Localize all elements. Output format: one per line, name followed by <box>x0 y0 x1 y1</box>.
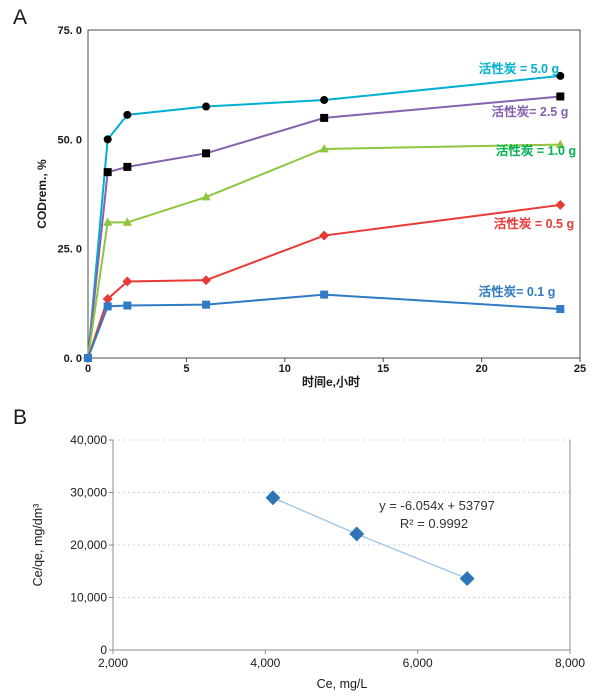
data-point-marker <box>319 230 330 241</box>
series-label: 活性炭= 0.1 g <box>479 284 556 299</box>
plot-border <box>87 29 581 359</box>
data-point-marker <box>84 354 92 362</box>
y-tick-label: 75. 0 <box>58 25 82 37</box>
series-line <box>87 203 561 359</box>
series-label: 活性炭= 2.5 g <box>492 104 569 119</box>
panel-b-label: B <box>13 406 28 429</box>
x-tick-label: 25 <box>574 363 586 375</box>
series-1 <box>84 92 565 362</box>
panel-a-label: A <box>13 6 28 29</box>
series-label: 活性炭 = 0.5 g <box>494 216 574 231</box>
data-point-marker <box>122 276 133 287</box>
data-point-marker <box>556 305 565 314</box>
x-tick-label: 10 <box>279 363 291 375</box>
series-line <box>87 143 561 359</box>
data-point-marker <box>122 217 132 226</box>
data-point-marker <box>556 71 565 80</box>
x-tick-label: 4,000 <box>250 656 280 670</box>
data-point-marker <box>103 217 113 226</box>
data-point-marker <box>555 199 566 210</box>
x-tick-label: 6,000 <box>403 656 433 670</box>
data-point-marker <box>459 571 475 587</box>
data-point-marker <box>349 526 365 542</box>
data-point-marker <box>103 302 112 311</box>
data-point-marker <box>123 110 132 119</box>
data-point-marker <box>201 275 212 286</box>
y-tick-label: 10,000 <box>70 591 107 605</box>
data-point-marker <box>123 162 132 171</box>
chart-a-cod-removal-line-chart: 0 5 10 15 20 25 0. 0 25. 0 50. 0 75. 0 时间e,小时 CODre… <box>35 25 586 389</box>
y-tick-label: 0. 0 <box>64 353 82 365</box>
data-point-marker <box>202 102 211 111</box>
y-axis-title: Ce/qe, mg/dm³ <box>31 504 45 587</box>
series-2 <box>83 139 565 362</box>
data-point-marker <box>123 301 132 310</box>
x-tick-label: 20 <box>475 363 487 375</box>
y-tick-label: 25. 0 <box>58 244 82 256</box>
trendline-equation: y = -6.054x + 53797 <box>379 498 495 513</box>
data-point-marker <box>202 300 211 309</box>
data-point-marker <box>320 290 329 299</box>
data-point-marker <box>102 294 113 304</box>
data-point-marker <box>265 490 281 506</box>
series-line <box>87 293 561 359</box>
x-tick-label: 5 <box>183 363 189 375</box>
x-axis-title: Ce, mg/L <box>317 677 368 691</box>
data-point-marker <box>103 168 112 177</box>
data-point-marker <box>320 95 329 104</box>
y-tick-label: 50. 0 <box>58 134 82 146</box>
data-point-marker <box>319 143 329 153</box>
series-4 <box>84 290 565 362</box>
data-point-marker <box>201 192 211 201</box>
series-label: 活性炭 = 1.0 g <box>496 143 576 158</box>
trendline-equation: R² = 0.9992 <box>400 516 468 531</box>
y-tick-label: 0 <box>100 643 107 657</box>
x-tick-label: 2,000 <box>98 656 128 670</box>
data-point-marker <box>103 135 112 144</box>
x-tick-label: 0 <box>85 363 91 375</box>
chart-b-isotherm-scatter-chart: 2,000 4,000 6,000 8,000 0 10,000 20,000 30,000 4… <box>31 433 585 691</box>
data-point-marker <box>556 92 565 101</box>
y-tick-label: 30,000 <box>70 486 107 500</box>
x-axis-title: 时间e,小时 <box>302 374 360 389</box>
y-tick-label: 40,000 <box>70 433 107 447</box>
x-tick-label: 8,000 <box>555 656 585 670</box>
y-tick-label: 20,000 <box>70 538 107 552</box>
series-label: 活性炭 = 5.0 g <box>479 61 559 76</box>
y-axis-title: CODrem., % <box>35 159 49 229</box>
series-line <box>87 95 561 359</box>
data-point-marker <box>320 113 329 122</box>
data-point-marker <box>202 149 211 158</box>
data-point-marker <box>555 139 565 148</box>
x-tick-label: 15 <box>377 363 389 375</box>
